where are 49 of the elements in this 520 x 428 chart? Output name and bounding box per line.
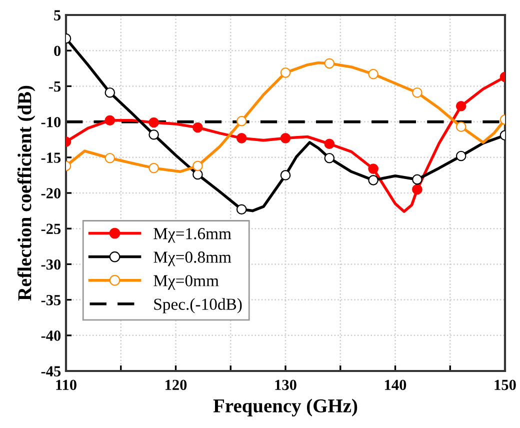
legend-label: Spec.(-10dB) <box>154 298 242 314</box>
point <box>236 133 247 144</box>
point <box>280 133 291 144</box>
y-tick-label: -15 <box>41 152 61 163</box>
point <box>280 68 291 78</box>
point <box>192 160 203 172</box>
y-tick-label: 0 <box>54 46 61 56</box>
y-tick-label: 5 <box>54 10 61 20</box>
y-axis-title: Reflection coefficient (dB) <box>17 86 36 301</box>
point <box>456 100 466 112</box>
point <box>456 122 466 132</box>
point <box>148 129 159 140</box>
point <box>104 87 116 98</box>
y-tick-label: -35 <box>41 294 61 306</box>
y-tick-label: -30 <box>41 259 61 270</box>
y-tick-label: -10 <box>41 116 61 128</box>
legend-label: Mχ=0.8mm <box>154 252 232 266</box>
point <box>324 152 335 164</box>
x-tick-label: 110 <box>56 380 76 390</box>
x-axis-title: Frequency (GHz) <box>213 398 358 416</box>
y-tick-label: -20 <box>41 188 61 198</box>
point <box>324 138 335 150</box>
x-tick-label: 140 <box>385 380 406 390</box>
point <box>192 122 203 133</box>
x-tick-label: 150 <box>494 380 516 390</box>
point <box>236 204 247 215</box>
point <box>236 116 247 126</box>
point <box>192 169 203 180</box>
point <box>456 150 466 162</box>
point <box>104 115 116 126</box>
point <box>412 87 422 98</box>
x-tick-label: 120 <box>166 380 187 390</box>
point <box>412 184 422 195</box>
legend-label: Mχ=0mm <box>154 275 219 290</box>
y-tick-label: -45 <box>41 366 61 376</box>
point <box>412 174 422 185</box>
point <box>368 164 378 174</box>
point <box>324 58 335 69</box>
point <box>368 68 378 80</box>
point <box>104 152 116 164</box>
y-tick-label: -40 <box>41 330 61 341</box>
point <box>280 170 291 180</box>
point <box>368 175 378 186</box>
point <box>148 162 159 174</box>
x-tick-label: 130 <box>275 380 296 390</box>
y-tick-label: -25 <box>41 224 61 234</box>
legend-label: Mχ=1.6mm <box>154 228 232 243</box>
point <box>148 117 159 128</box>
y-tick-label: -5 <box>48 81 61 92</box>
